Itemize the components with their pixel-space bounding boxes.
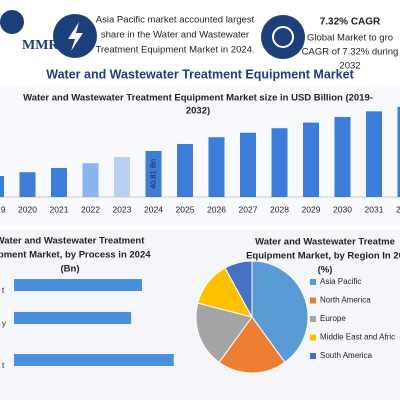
x-tick-label: 2022: [81, 204, 100, 214]
x-tick-label: 2029: [302, 204, 321, 214]
bar: [145, 151, 162, 197]
x-tick-label: 2024: [144, 204, 163, 214]
x-tick-label: 2031: [365, 204, 384, 214]
legend-swatch: [310, 297, 316, 304]
legend-swatch: [310, 334, 316, 341]
bar: [303, 122, 319, 197]
chart-title: (%): [318, 265, 333, 276]
bar: [240, 132, 256, 197]
legend-swatch: [310, 353, 316, 359]
bar: [51, 168, 67, 197]
legend-label: Asia Pacific: [320, 277, 361, 286]
x-tick-label: 2019: [0, 204, 6, 214]
chart-title: Water and Wastewater Treatme: [255, 237, 395, 248]
bar: [19, 172, 36, 197]
bar: [114, 156, 130, 197]
legend-swatch: [310, 279, 316, 285]
legend-label: North America: [320, 296, 371, 305]
y-tick-label: y: [2, 319, 6, 328]
bar: [208, 137, 225, 197]
legend-swatch: [310, 316, 316, 322]
y-tick-label: t: [2, 361, 5, 370]
x-tick-label: 2028: [270, 204, 289, 214]
bar: [14, 312, 132, 324]
pie-slice: [195, 302, 253, 364]
logo: MMR: [22, 38, 59, 53]
cagr-title: 7.32% CAGR: [320, 17, 381, 28]
chart-title: Water and Wastewater Treatment: [0, 236, 145, 247]
logo-icon: [0, 10, 24, 34]
globe-icon: [272, 26, 294, 48]
bar: [271, 128, 288, 197]
panel: [0, 86, 400, 226]
chart-title: Equipment Market, by Region In 20: [246, 251, 400, 262]
cagr-text: CAGR of 7.32% during: [302, 47, 399, 58]
x-tick-label: 2027: [239, 204, 258, 214]
x-tick-label: 2026: [207, 204, 226, 214]
y-tick-label: t: [2, 286, 5, 295]
legend-label: South America: [320, 351, 373, 360]
x-tick-label: 2030: [333, 204, 352, 214]
chart-title: (Bn): [61, 264, 80, 275]
bar: [0, 176, 4, 197]
main-title: Water and Wastewater Treatment Equipment…: [46, 67, 354, 81]
cagr-text: 2032: [339, 61, 360, 72]
value-label: 40.81 Bn: [148, 159, 157, 189]
bolt-icon: [68, 22, 83, 51]
x-tick-label: 2021: [50, 204, 69, 214]
chart-title: Water and Wastewater Treatment Equipment…: [23, 93, 373, 104]
stat-text: Treatment Equipment Market in 2024.: [95, 45, 254, 56]
bar: [82, 163, 99, 197]
icon-circle: [261, 15, 305, 59]
bar: [14, 279, 142, 291]
bar: [177, 144, 193, 197]
chart-title: 2032): [186, 106, 210, 117]
x-tick-label: 2020: [18, 204, 37, 214]
stat-text: Asia Pacific market accounted largest: [96, 15, 255, 26]
bar: [14, 354, 174, 366]
cagr-text: Global Market to gro: [307, 33, 393, 44]
bar: [366, 111, 382, 197]
x-tick-label: 2032: [396, 204, 400, 214]
x-tick-label: 2023: [113, 204, 132, 214]
bar: [397, 106, 400, 197]
bar: [334, 116, 351, 197]
pie-slice: [251, 260, 309, 364]
chart-title: uipment Market, by Process in 2024: [0, 250, 151, 261]
pie-slice: [224, 260, 253, 318]
pie-slice: [218, 316, 286, 374]
x-tick-label: 2025: [176, 204, 195, 214]
stat-text: share in the Water and Wastewater: [101, 30, 249, 41]
legend-label: Europe: [320, 314, 346, 323]
legend-label: Middle East and Afric: [320, 333, 395, 342]
